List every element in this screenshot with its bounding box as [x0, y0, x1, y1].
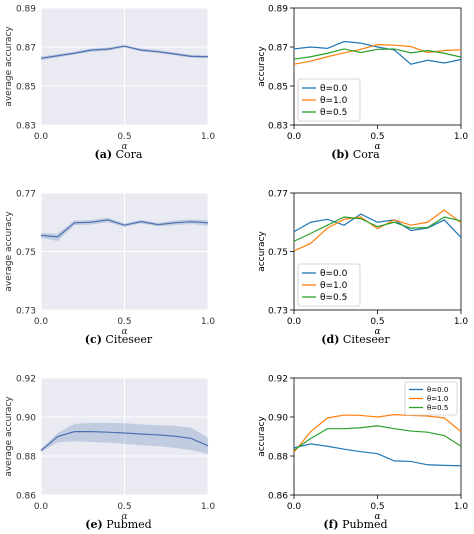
y-tick-label: 0.85 [268, 83, 288, 93]
chart-panel-5: 0.860.880.900.920.0 0.5 1.0αaccuracyθ=0.0θ… [257, 375, 468, 523]
caption-citeseer-right: (d) Citeseer [321, 333, 390, 346]
x-tick-label: 0.5 [370, 317, 384, 327]
series-line-0 [40, 219, 209, 238]
y-tick-label: 0.83 [16, 122, 36, 132]
series-line-0 [293, 40, 462, 65]
series-line-0 [40, 431, 209, 451]
x-tick-label: 0.5 [117, 132, 131, 142]
x-tick-label: 1.0 [201, 502, 216, 512]
caption-citeseer-left: (c) Citeseer [84, 333, 153, 346]
y-tick-label: 0.75 [16, 248, 36, 258]
y-tick-label: 0.73 [268, 307, 288, 317]
series-line-2 [293, 425, 462, 451]
legend-box [297, 263, 361, 307]
x-tick-label: 0.5 [117, 502, 131, 512]
chart-panel-2: 0.73 0.75 0.77 0.0 0.5 1.0 α average accuracy [4, 190, 215, 338]
x-axis-label: α [121, 142, 127, 152]
legend-label-1: θ=1.0 [320, 281, 348, 291]
y-axis-label: average accuracy [4, 26, 14, 107]
x-tick-label: 0.5 [370, 502, 384, 512]
y-tick-label: 0.90 [268, 414, 288, 424]
y-tick-label: 0.77 [16, 190, 36, 200]
confidence-band [41, 422, 208, 455]
y-tick-label: 0.77 [268, 190, 288, 200]
confidence-band [41, 45, 208, 61]
x-tick-label: 0.0 [34, 132, 49, 142]
x-tick-label: 0.5 [117, 317, 131, 327]
series-line-2 [293, 48, 462, 60]
y-axis-label: accuracy [257, 416, 267, 457]
caption-cora-left: (a) Cora [94, 148, 143, 161]
legend-label-0: θ=0.0 [320, 84, 348, 94]
legend: θ=0.0 θ=1.0 θ=0.5 [297, 263, 361, 307]
y-axis-label: average accuracy [4, 396, 14, 477]
x-axis-label: α [374, 142, 380, 152]
y-tick-label: 0.89 [16, 5, 36, 15]
legend-label-0: θ=0.0 [320, 269, 348, 279]
y-axis-label: average accuracy [4, 211, 14, 292]
y-tick-label: 0.90 [16, 414, 36, 424]
y-tick-label: 0.86 [268, 492, 288, 502]
y-tick-label: 0.89 [268, 5, 288, 15]
x-tick-label: 0.0 [287, 132, 302, 142]
series-line-1 [293, 414, 462, 453]
series-line-1 [293, 209, 462, 252]
chart-panel-3: 0.73 0.75 0.77 0.0 0.5 1.0 α accuracy θ=0.0 θ=1.0… [257, 190, 468, 338]
legend-box [297, 78, 361, 122]
legend: θ=0.0θ=1.0θ=0.5 [404, 381, 458, 416]
x-axis-label: α [121, 327, 127, 337]
x-tick-label: 1.0 [454, 132, 469, 142]
x-tick-label: 1.0 [201, 317, 216, 327]
x-tick-label: 0.0 [287, 317, 302, 327]
y-axis-label: accuracy [257, 46, 267, 87]
x-tick-label: 0.0 [34, 317, 49, 327]
y-tick-label: 0.75 [268, 248, 288, 258]
x-axis-label: α [374, 512, 380, 522]
series-line-0 [293, 443, 462, 467]
x-tick-label: 1.0 [454, 317, 469, 327]
y-axis-label: accuracy [257, 231, 267, 272]
series-line-0 [40, 45, 209, 59]
legend: θ=0.0 θ=1.0 θ=0.5 [297, 78, 361, 122]
legend-label-2: θ=0.5 [320, 108, 347, 118]
chart-panel-0: 0.83 0.85 0.87 0.89 0.0 0.5 1.0 α average accura… [4, 5, 215, 153]
x-tick-label: 1.0 [201, 132, 216, 142]
series-line-0 [293, 213, 462, 238]
chart-panel-1: 0.830.850.870.890.0 0.5 1.0αaccuracyθ=0.0θ… [257, 5, 468, 153]
x-tick-label: 0.0 [287, 502, 302, 512]
legend-label-2: θ=0.5 [320, 293, 347, 303]
y-tick-label: 0.86 [16, 492, 36, 502]
legend-label-1: θ=1.0 [320, 96, 348, 106]
y-tick-label: 0.88 [16, 453, 36, 463]
x-axis-label: α [121, 512, 127, 522]
series-line-2 [293, 216, 462, 242]
caption-pubmed-right: (f) Pubmed [323, 518, 388, 531]
x-tick-label: 1.0 [454, 502, 469, 512]
y-tick-label: 0.88 [268, 453, 288, 463]
y-tick-label: 0.73 [16, 307, 36, 317]
caption-cora-right: (b) Cora [331, 148, 380, 161]
y-tick-label: 0.87 [268, 44, 288, 54]
caption-pubmed-left: (e) Pubmed [85, 518, 152, 531]
x-axis-label: α [374, 327, 380, 337]
legend-box [404, 381, 458, 416]
x-tick-label: 0.5 [370, 132, 384, 142]
y-tick-label: 0.83 [268, 122, 288, 132]
x-tick-label: 0.0 [34, 502, 49, 512]
y-tick-label: 0.85 [16, 83, 36, 93]
legend-label-2: θ=0.5 [427, 404, 448, 412]
y-tick-label: 0.92 [16, 375, 36, 385]
y-tick-label: 0.92 [268, 375, 288, 385]
y-tick-label: 0.87 [16, 44, 36, 54]
legend-label-0: θ=0.0 [427, 386, 448, 394]
chart-panel-4: 0.86 0.88 0.90 0.92 0.0 0.5 1.0 α average accura… [4, 375, 215, 523]
legend-label-1: θ=1.0 [427, 395, 448, 403]
